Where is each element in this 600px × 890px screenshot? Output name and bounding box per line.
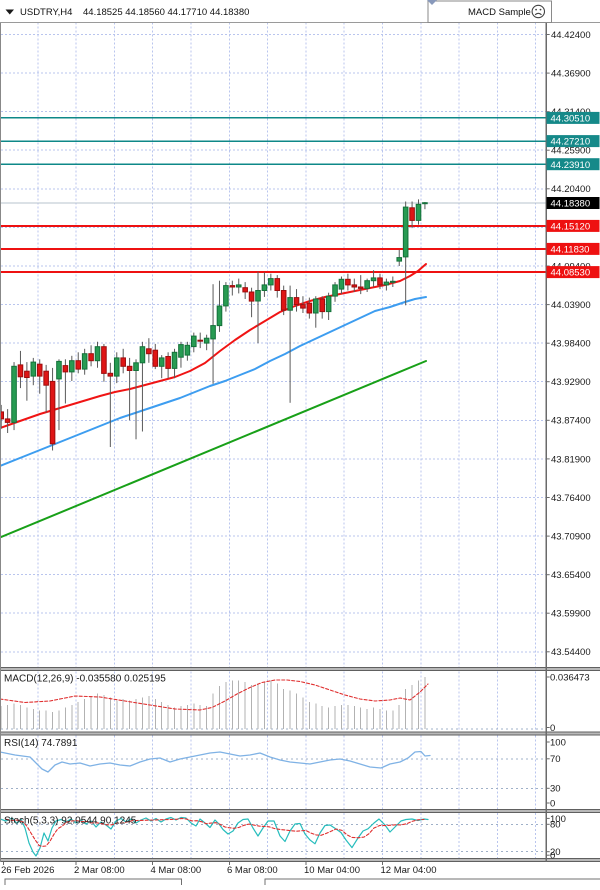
svg-text:43.81900: 43.81900 (551, 454, 591, 465)
svg-text:0: 0 (550, 851, 555, 862)
svg-text:20: 20 (550, 847, 561, 858)
svg-text:6 Mar 08:00: 6 Mar 08:00 (227, 865, 278, 876)
svg-text:43.98400: 43.98400 (551, 339, 591, 350)
svg-text:43.59900: 43.59900 (551, 609, 591, 620)
svg-text:0: 0 (550, 798, 555, 809)
svg-text:43.54400: 43.54400 (551, 647, 591, 658)
svg-text:43.65400: 43.65400 (551, 570, 591, 581)
svg-text:43.76400: 43.76400 (551, 493, 591, 504)
svg-text:10 Mar 04:00: 10 Mar 04:00 (304, 865, 360, 876)
svg-text:30: 30 (550, 784, 561, 795)
svg-text:26 Feb 2026: 26 Feb 2026 (1, 865, 54, 876)
svg-text:44.18380: 44.18380 (551, 199, 591, 210)
svg-text:80: 80 (550, 820, 561, 831)
svg-text:0: 0 (550, 723, 555, 734)
svg-text:44.20400: 44.20400 (551, 184, 591, 195)
svg-text:44.11830: 44.11830 (551, 245, 590, 256)
svg-text:4 Mar 08:00: 4 Mar 08:00 (151, 865, 202, 876)
svg-text:USDTRY,H4: USDTRY,H4 (20, 7, 72, 18)
svg-text:44.03900: 44.03900 (551, 300, 591, 311)
svg-text:70: 70 (550, 754, 561, 765)
svg-text:43.87400: 43.87400 (551, 416, 591, 427)
svg-text:44.08530: 44.08530 (551, 268, 591, 279)
svg-text:44.25900: 44.25900 (551, 146, 591, 157)
svg-text:100: 100 (550, 737, 566, 748)
svg-text:44.15120: 44.15120 (551, 222, 591, 233)
svg-text:44.42400: 44.42400 (551, 30, 591, 41)
svg-text:43.92900: 43.92900 (551, 377, 591, 388)
svg-text:MACD(12,26,9) -0.035580 0.0251: MACD(12,26,9) -0.035580 0.025195 (4, 674, 166, 685)
svg-text:44.23910: 44.23910 (551, 160, 591, 171)
svg-text:12 Mar 04:00: 12 Mar 04:00 (381, 865, 437, 876)
svg-text:44.30510: 44.30510 (551, 114, 591, 125)
svg-text:2 Mar 08:00: 2 Mar 08:00 (74, 865, 125, 876)
svg-text:RSI(14) 74.7891: RSI(14) 74.7891 (4, 738, 78, 749)
svg-text:44.27210: 44.27210 (551, 137, 591, 148)
svg-text:0.036473: 0.036473 (550, 672, 590, 683)
svg-text:44.36900: 44.36900 (551, 69, 591, 80)
svg-text:43.70900: 43.70900 (551, 532, 591, 543)
svg-text:44.18525 44.18560 44.17710 44.: 44.18525 44.18560 44.17710 44.18380 (83, 7, 249, 18)
svg-text:MACD Sample: MACD Sample (468, 7, 531, 18)
svg-text:Stoch(5,3,3) 92.0544 90.1245: Stoch(5,3,3) 92.0544 90.1245 (4, 816, 137, 827)
svg-text:100: 100 (550, 814, 566, 825)
